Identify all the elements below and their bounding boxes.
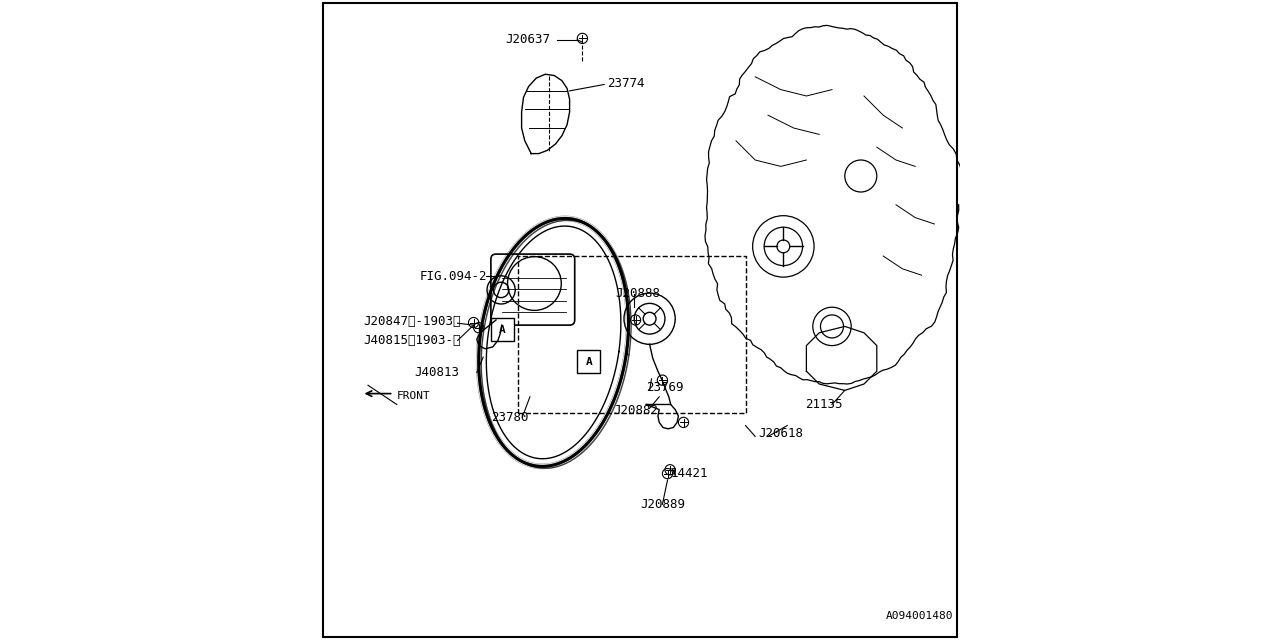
- Text: J20618: J20618: [759, 428, 804, 440]
- FancyBboxPatch shape: [577, 350, 600, 373]
- Text: J20888: J20888: [616, 287, 660, 300]
- Text: J20637: J20637: [506, 33, 550, 46]
- Text: A094001480: A094001480: [886, 611, 954, 621]
- Text: J40813: J40813: [415, 366, 460, 379]
- Text: J20882: J20882: [613, 404, 658, 417]
- Text: J20847（-1903）: J20847（-1903）: [364, 315, 461, 328]
- Text: J20889: J20889: [640, 498, 685, 511]
- Text: 14421: 14421: [671, 467, 708, 480]
- FancyBboxPatch shape: [492, 318, 513, 341]
- Text: J40815（1903-）: J40815（1903-）: [364, 334, 461, 347]
- Text: A: A: [499, 324, 506, 335]
- Text: 23780: 23780: [492, 411, 529, 424]
- Text: 23769: 23769: [646, 381, 684, 394]
- Text: A: A: [585, 356, 593, 367]
- Text: FRONT: FRONT: [397, 390, 430, 401]
- Text: 23774: 23774: [607, 77, 644, 90]
- Text: 21135: 21135: [805, 398, 842, 411]
- Text: FIG.094-2: FIG.094-2: [420, 270, 486, 283]
- FancyBboxPatch shape: [492, 254, 575, 325]
